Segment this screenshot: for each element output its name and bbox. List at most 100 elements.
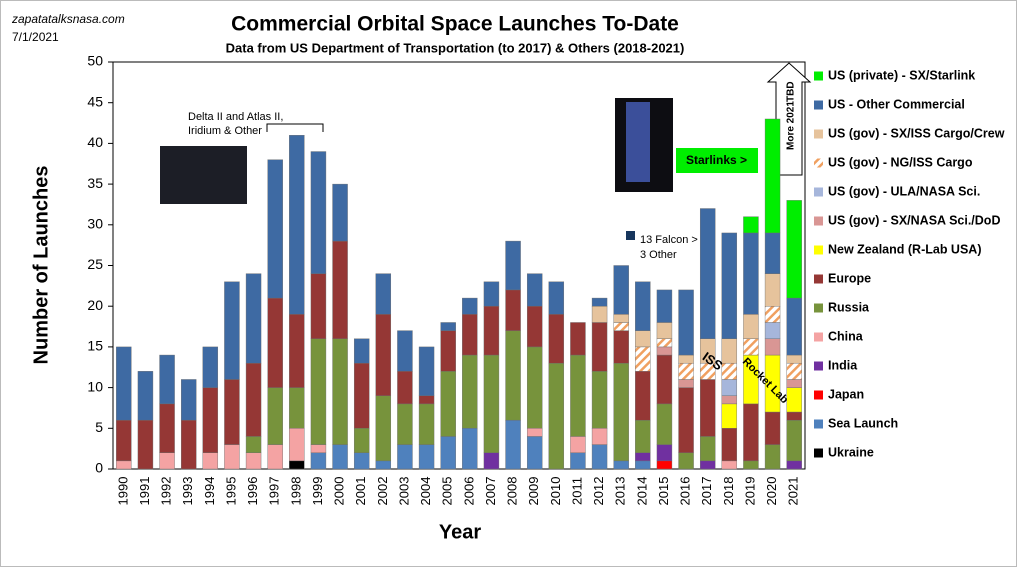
bar-segment <box>764 338 781 356</box>
bar-segment <box>526 306 543 348</box>
bar-segment <box>721 395 738 405</box>
x-tick-label: 2002 <box>375 477 390 506</box>
y-tick-label: 0 <box>95 460 103 476</box>
x-tick-label: 1997 <box>267 477 282 506</box>
x-tick-label: 1998 <box>288 477 303 506</box>
legend-label: US (gov) - ULA/NASA Sci. <box>828 184 980 198</box>
bar-segment <box>635 281 651 331</box>
bar-segment <box>786 362 802 380</box>
bar-segment <box>699 460 716 470</box>
bar-segment <box>786 411 802 421</box>
x-tick-label: 2015 <box>656 477 671 506</box>
bar-segment <box>180 379 197 421</box>
bar-segment <box>656 403 673 445</box>
bar-segment <box>678 289 694 356</box>
bar-segment <box>245 436 262 453</box>
bar-segment <box>332 444 348 470</box>
bar-segment <box>202 387 219 453</box>
bar-segment <box>418 395 435 405</box>
x-tick-label: 1992 <box>159 477 174 506</box>
bracket <box>266 123 324 132</box>
legend-label: US - Other Commercial <box>828 97 965 111</box>
bar-segment <box>224 379 240 445</box>
x-tick-label: 2001 <box>353 477 368 506</box>
bar-segment <box>267 297 283 388</box>
bar-segment <box>137 419 154 470</box>
bar-segment <box>786 379 802 388</box>
bar-segment <box>137 371 154 421</box>
bar-segment <box>462 428 478 470</box>
bar-segment <box>721 403 738 429</box>
bar-segment <box>786 354 802 364</box>
bar-segment <box>526 436 543 470</box>
bar-segment <box>505 289 521 331</box>
bar-segment <box>613 460 629 470</box>
y-axis-label: Number of Launches <box>30 166 52 365</box>
bar-segment <box>764 273 781 307</box>
legend-label: Sea Launch <box>828 416 898 430</box>
bar-segment <box>656 354 673 405</box>
bar-segment <box>570 452 586 470</box>
chart-title: Commercial Orbital Space Launches To-Dat… <box>231 13 679 36</box>
bar-segment <box>483 452 500 470</box>
bar-segment <box>743 232 759 315</box>
annotation: Delta II and Atlas II, <box>188 111 283 123</box>
annotation: 13 Falcon > <box>640 234 698 246</box>
bar-segment <box>159 354 175 405</box>
y-tick-label: 20 <box>87 297 103 313</box>
note-swatch <box>626 231 635 240</box>
bar-segment <box>418 444 435 470</box>
bar-segment <box>635 419 651 453</box>
legend-label: Ukraine <box>828 445 874 459</box>
bar-segment <box>418 346 435 396</box>
bar-segment <box>635 452 651 462</box>
bar-segment <box>505 240 521 291</box>
annotation: Starlinks > <box>686 153 747 167</box>
bar-segment <box>375 314 392 396</box>
bar-segment <box>656 289 673 323</box>
legend-swatch <box>814 274 823 284</box>
bar-segment <box>743 314 759 339</box>
x-tick-label: 1994 <box>202 477 217 506</box>
bar-segment <box>116 460 132 470</box>
x-tick-label: 2016 <box>678 477 693 506</box>
legend-swatch <box>814 448 823 458</box>
annotation: Iridium & Other <box>188 125 262 137</box>
legend-swatch <box>814 303 823 313</box>
bar-segment <box>613 322 629 331</box>
bar-segment <box>678 452 694 470</box>
legend-swatch <box>814 245 823 255</box>
bar-segment <box>678 387 694 453</box>
legend-swatch <box>814 216 823 226</box>
bar-segment <box>526 273 543 307</box>
bar-segment <box>289 387 305 429</box>
bar-segment <box>786 297 802 356</box>
satellite-photo <box>160 146 247 204</box>
y-tick-label: 5 <box>95 419 103 435</box>
bar-segment <box>440 330 456 372</box>
bar-segment <box>678 354 694 364</box>
y-tick-label: 25 <box>87 256 103 272</box>
bar-segment <box>635 346 651 372</box>
legend-label: US (private) - SX/Starlink <box>828 68 975 82</box>
bar-segment <box>526 428 543 437</box>
bar-segment <box>786 419 802 462</box>
bar-segment <box>764 232 781 274</box>
bar-segment <box>353 452 370 470</box>
bar-segment <box>116 346 132 421</box>
bar-segment <box>743 216 759 234</box>
x-tick-label: 2011 <box>569 477 584 505</box>
bar-segment <box>526 346 543 429</box>
x-axis-label: Year <box>439 521 481 543</box>
legend-swatch <box>814 390 823 400</box>
y-tick-label: 40 <box>87 134 103 150</box>
bar-segment <box>699 436 716 462</box>
legend-swatch <box>814 332 823 342</box>
legend-swatch <box>814 100 823 110</box>
bar-segment <box>224 444 240 470</box>
bar-segment <box>310 151 327 274</box>
bar-segment <box>591 322 608 372</box>
bar-segment <box>786 387 802 413</box>
bar-segment <box>678 379 694 388</box>
x-tick-label: 2021 <box>786 477 801 506</box>
